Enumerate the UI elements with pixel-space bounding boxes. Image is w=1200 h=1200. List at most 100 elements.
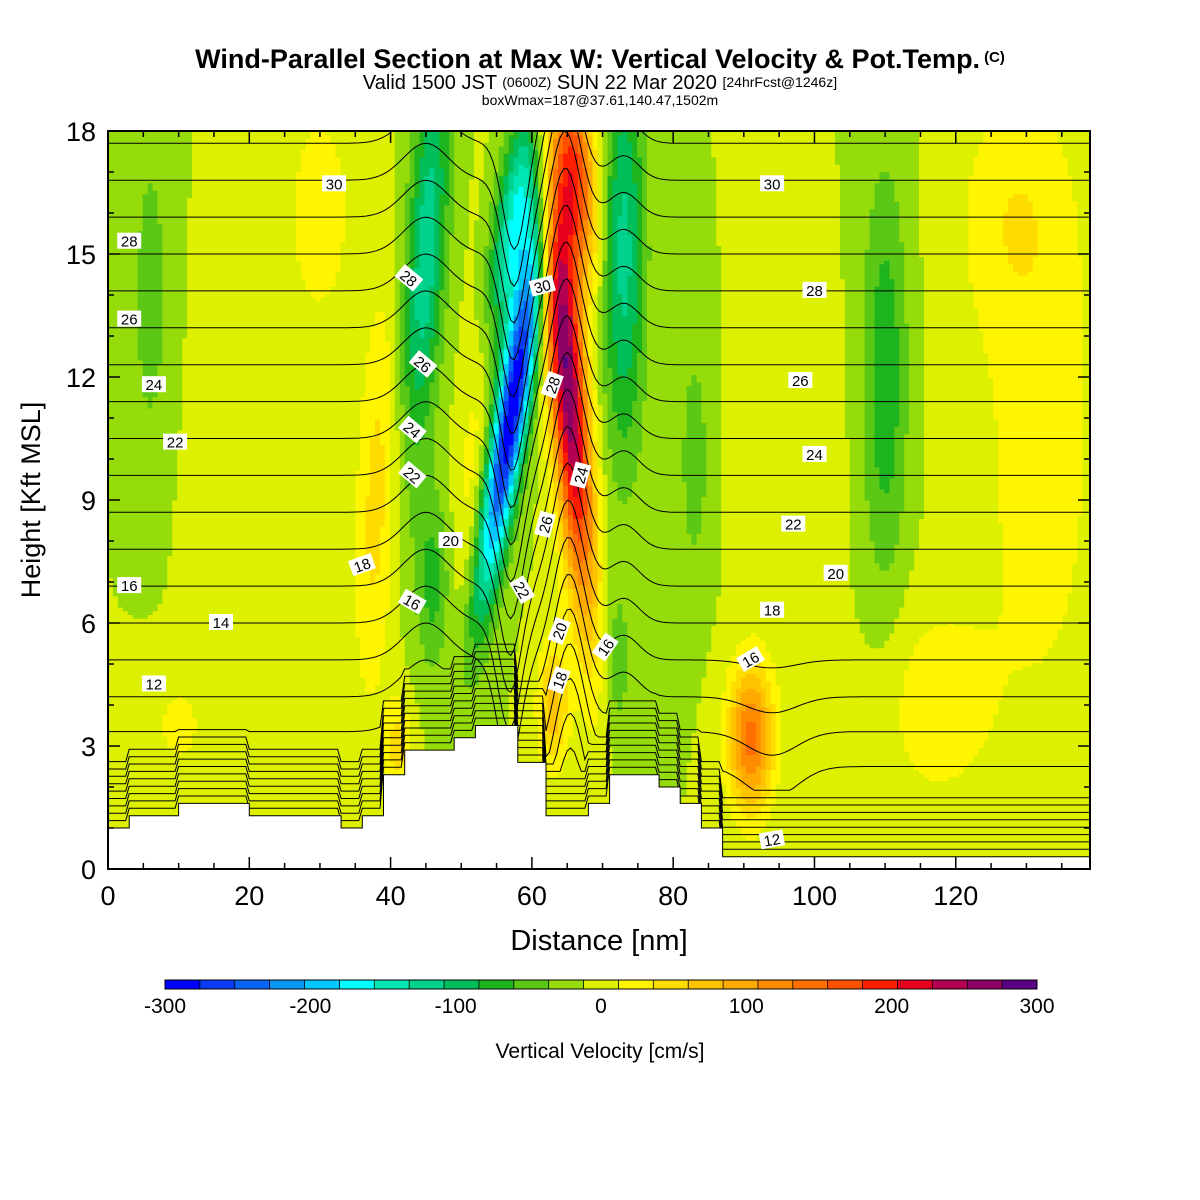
w-cell (745, 688, 752, 704)
w-cell (162, 588, 168, 715)
w-cell (315, 131, 322, 302)
w-cell (488, 577, 495, 590)
w-cell (310, 297, 317, 869)
w-cell (750, 632, 757, 660)
w-cell (587, 131, 594, 136)
w-cell (701, 422, 707, 497)
w-cell (696, 381, 702, 534)
w-cell (622, 621, 628, 693)
w-cell (355, 636, 361, 869)
w-cell (745, 817, 752, 840)
w-cell (622, 378, 628, 438)
w-cell (503, 518, 510, 527)
y-tick-label: 12 (66, 363, 96, 393)
w-cell (597, 581, 604, 693)
theta-label-text: 16 (595, 636, 618, 659)
w-cell (577, 632, 584, 663)
w-cell (192, 131, 198, 719)
w-cell (958, 625, 965, 774)
w-cell (370, 691, 376, 869)
w-cell (474, 319, 480, 420)
w-cell (197, 131, 203, 869)
w-cell (503, 131, 510, 154)
w-cell (498, 584, 505, 608)
w-cell (493, 411, 500, 424)
axes: 0 20 40 60 80 100 120 0 3 6 9 12 15 18 (66, 117, 1090, 911)
w-cell (627, 274, 633, 368)
w-cell (563, 758, 569, 869)
w-cell (330, 131, 336, 143)
w-cell (582, 418, 589, 460)
x-tick-label: 120 (933, 881, 978, 911)
w-cell (928, 629, 935, 782)
w-cell (157, 223, 163, 365)
w-cell (592, 131, 599, 151)
w-cell (513, 359, 519, 416)
w-cell (963, 625, 969, 767)
w-cell (736, 688, 742, 708)
w-cell (503, 525, 510, 538)
w-cell (1047, 647, 1054, 869)
w-cell (1052, 131, 1059, 641)
w-cell (350, 131, 356, 869)
theta-label-text: 26 (536, 514, 557, 535)
w-cell (755, 765, 762, 785)
w-cell (503, 463, 510, 479)
w-cell (449, 234, 455, 405)
w-cell (904, 750, 910, 869)
w-cell (493, 603, 500, 630)
w-cell (533, 393, 539, 420)
theta-label-bg (569, 461, 592, 489)
w-cell (755, 798, 762, 815)
w-cell (622, 193, 628, 317)
w-cell (943, 780, 950, 869)
w-cell (543, 459, 549, 638)
w-cell (399, 404, 406, 638)
w-cell (563, 263, 569, 305)
w-cell (973, 131, 979, 158)
w-cell (444, 204, 450, 309)
w-cell (572, 131, 579, 136)
w-cell (884, 640, 890, 869)
w-cell (1067, 131, 1073, 176)
w-cell (429, 621, 435, 667)
w-cell (904, 669, 910, 752)
w-cell (434, 131, 440, 291)
theta-label: 18 (760, 601, 785, 620)
w-cell (513, 429, 519, 442)
w-cell (745, 773, 752, 789)
w-cell (523, 385, 529, 401)
w-cell (741, 813, 747, 837)
w-cell (741, 784, 747, 800)
w-cell (563, 452, 569, 471)
w-cell (889, 278, 895, 479)
w-cell (741, 835, 747, 869)
w-cell (582, 559, 589, 586)
theta-label: 18 (547, 666, 571, 695)
w-cell (765, 131, 772, 652)
w-cell (558, 134, 564, 154)
theta-label-bg (347, 553, 376, 577)
w-cell (488, 588, 495, 604)
w-cell (563, 485, 569, 501)
w-cell (162, 736, 168, 869)
y-tick-label: 15 (66, 240, 96, 270)
w-cell (439, 131, 445, 169)
w-cell (716, 595, 722, 869)
w-cell (1022, 274, 1029, 667)
w-cell (750, 773, 757, 789)
w-cell (632, 400, 638, 483)
w-cell (914, 643, 920, 770)
w-cell (498, 536, 505, 549)
theta-contour (108, 314, 1090, 546)
w-cell (518, 452, 524, 464)
colorbar-swatch (199, 980, 236, 989)
chart-title: Wind-Parallel Section at Max W: Vertical… (0, 44, 1200, 75)
w-cell (295, 260, 302, 869)
w-cell (750, 839, 757, 869)
w-cell (523, 167, 529, 198)
w-cell (493, 241, 500, 305)
w-cell (716, 131, 722, 246)
w-cell (493, 525, 500, 542)
w-cell (424, 607, 430, 663)
